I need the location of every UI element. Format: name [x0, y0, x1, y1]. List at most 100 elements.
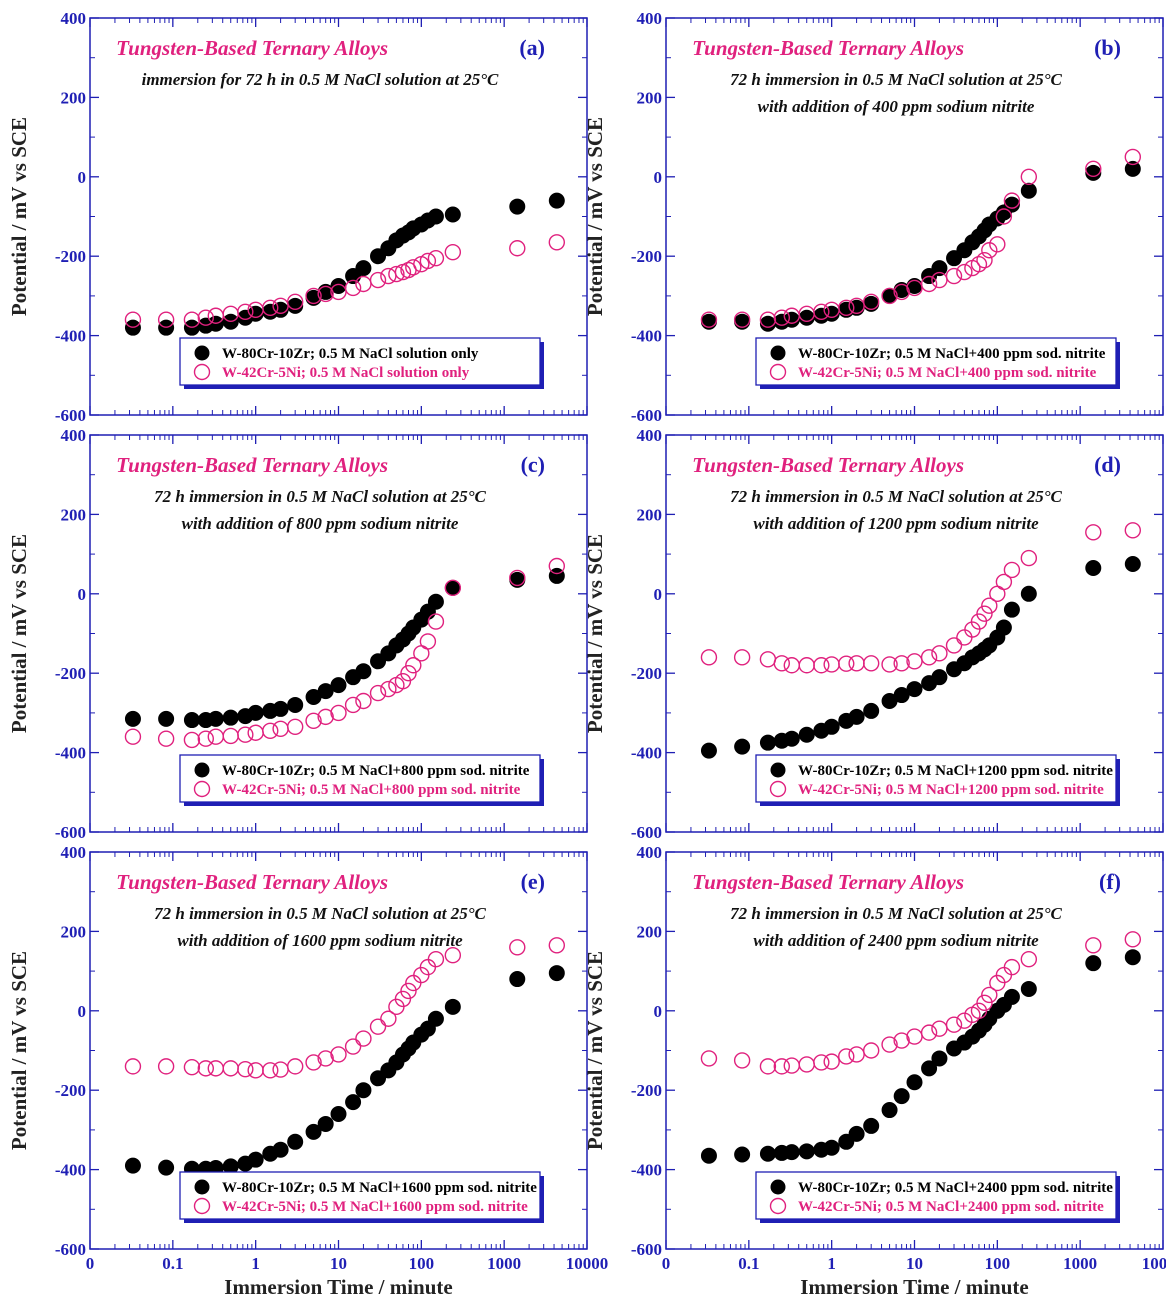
data-point-open: [798, 1056, 815, 1073]
legend-box: [755, 754, 1117, 803]
data-point-filled: [427, 208, 444, 225]
data-point-open: [906, 1028, 923, 1045]
data-point-open: [1085, 937, 1102, 954]
panel-title: Tungsten-Based Ternary Alloys: [692, 870, 964, 894]
panel-letter: (e): [521, 869, 545, 894]
series-2: [124, 234, 566, 328]
data-point-open: [369, 1018, 387, 1035]
data-point-open: [369, 684, 387, 702]
data-point-open: [981, 986, 998, 1004]
data-point-open: [920, 275, 938, 293]
y-axis-title: Potential / mV vs SCE: [583, 534, 607, 733]
data-point-open: [405, 657, 422, 674]
data-point-open: [237, 303, 254, 320]
data-point-filled: [823, 1139, 840, 1156]
data-point-filled: [1124, 160, 1141, 177]
legend-label: W-42Cr-5Ni; 0.5 M NaCl+2400 ppm sod. nit…: [798, 1199, 1104, 1215]
data-point-open: [920, 649, 938, 666]
legend: W-80Cr-10Zr; 0.5 M NaCl+1600 ppm sod. ni…: [179, 1171, 544, 1223]
data-point-filled: [906, 681, 923, 698]
data-point-open: [247, 724, 264, 741]
data-point-open: [920, 1024, 938, 1041]
x-tick-label: 1000: [487, 1254, 521, 1273]
condition-line: with addition of 1200 ppm sodium nitrite: [753, 514, 1039, 533]
data-point-filled: [548, 192, 565, 209]
data-point-open: [1003, 561, 1021, 579]
data-point-open: [286, 718, 304, 735]
data-point-open: [1020, 168, 1038, 186]
panel-letter: (d): [1094, 452, 1121, 477]
data-point-open: [1085, 160, 1102, 178]
data-point-filled: [863, 1117, 880, 1134]
y-tick-label: 200: [637, 922, 663, 941]
data-point-open: [1085, 524, 1102, 541]
data-point-open: [1124, 522, 1142, 539]
x-axis-title: Immersion Time / minute: [800, 1275, 1028, 1299]
x-tick-label: 1: [251, 1254, 260, 1273]
data-point-open: [305, 1054, 322, 1071]
data-point-open: [733, 649, 751, 666]
data-point-open: [413, 645, 430, 662]
data-point-open: [1020, 549, 1038, 567]
data-point-filled: [1003, 601, 1020, 618]
x-tick-label: 0.1: [738, 1254, 759, 1273]
data-point-open: [759, 1058, 777, 1075]
y-tick-label: 0: [78, 168, 87, 187]
data-point-open: [995, 573, 1013, 591]
series-2: [124, 557, 566, 749]
x-tick-label: 100: [409, 1254, 435, 1273]
data-point-filled: [783, 1144, 800, 1161]
data-point-filled: [247, 704, 264, 721]
data-point-filled: [330, 677, 347, 694]
legend-marker-filled: [194, 1179, 210, 1195]
legend-marker-filled: [770, 1179, 786, 1195]
data-point-filled: [287, 696, 304, 713]
data-point-open: [183, 311, 201, 328]
y-tick-label: 200: [637, 505, 663, 524]
data-point-filled: [317, 1115, 334, 1132]
data-point-filled: [848, 708, 865, 725]
y-tick-label: 200: [61, 505, 87, 524]
data-point-open: [838, 299, 855, 317]
data-point-filled: [931, 1050, 948, 1067]
data-point-filled: [798, 1143, 815, 1160]
y-tick-label: -200: [631, 664, 662, 683]
data-point-open: [405, 259, 422, 276]
y-tick-label: 400: [61, 9, 87, 28]
data-point-open: [773, 1058, 790, 1075]
data-point-open: [380, 680, 397, 698]
data-point-open: [400, 982, 417, 1000]
data-point-open: [995, 208, 1013, 225]
data-point-open: [388, 265, 405, 283]
data-point-filled: [759, 1145, 776, 1162]
data-point-open: [945, 267, 963, 285]
data-point-filled: [798, 726, 815, 743]
data-point-open: [1003, 958, 1021, 976]
data-point-filled: [823, 305, 840, 322]
legend: W-80Cr-10Zr; 0.5 M NaCl+1200 ppm sod. ni…: [755, 754, 1120, 806]
data-point-open: [813, 657, 830, 674]
data-point-open: [838, 1048, 855, 1065]
data-point-open: [427, 950, 445, 968]
series-1: [124, 567, 565, 729]
data-point-open: [700, 311, 718, 328]
data-point-filled: [893, 1088, 910, 1105]
data-point-filled: [272, 301, 289, 318]
y-tick-label: 200: [61, 88, 87, 107]
data-point-filled: [1085, 955, 1102, 972]
legend: W-80Cr-10Zr; 0.5 M NaCl+400 ppm sod. nit…: [755, 337, 1120, 389]
data-point-open: [286, 293, 304, 311]
data-point-open: [1124, 148, 1142, 166]
data-point-open: [862, 655, 880, 672]
data-point-open: [183, 1058, 201, 1076]
panel-title: Tungsten-Based Ternary Alloys: [692, 36, 964, 60]
legend-marker-open: [769, 780, 787, 798]
data-point-filled: [863, 702, 880, 719]
data-point-open: [548, 937, 566, 954]
y-tick-label: -600: [631, 406, 662, 425]
panel-title: Tungsten-Based Ternary Alloys: [692, 453, 964, 477]
x-tick-label: 100: [985, 1254, 1011, 1273]
data-point-open: [237, 726, 254, 743]
data-point-filled: [931, 669, 948, 686]
data-point-filled: [1020, 585, 1037, 602]
